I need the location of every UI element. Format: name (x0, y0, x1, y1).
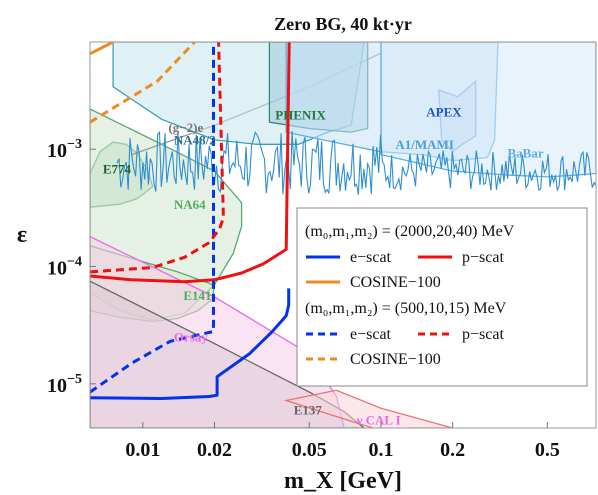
curve-cosine-100-dashed (90, 42, 196, 124)
label-a1-mami: A1/MAMI (395, 137, 454, 152)
x-axis-ticks: 0.01 0.02 0.05 0.1 0.2 0.5 (125, 422, 560, 461)
label-phenix: PHENIX (275, 107, 326, 122)
babar-noise-line (116, 130, 596, 195)
curve-e-scat-dashed (90, 42, 215, 394)
curve-cosine-100-solid (90, 42, 114, 56)
curve-p-scat-solid (90, 42, 291, 284)
y-axis-ticks: 10−5 10−4 10−3 (47, 137, 96, 397)
region-labels: E774 NA48/2(g−2)e PHENIX APEX A1/MAMI BaBar NA… (103, 105, 544, 428)
legend: (m₀,m₁,m₂) = (2000,20,40) MeV e−scat p−sca… (296, 207, 588, 387)
constraint-regions (90, 42, 596, 428)
x-tick-label: 0.02 (197, 439, 232, 461)
label-na48-2: NA48/2 (174, 132, 216, 147)
chart-title: Zero BG, 40 kt·yr (274, 14, 412, 34)
legend-entry-label: e−scat (350, 326, 392, 343)
x-axis-label: m_X [GeV] (284, 468, 402, 494)
x-tick-label: 0.1 (368, 439, 393, 461)
x-tick-label: 0.05 (292, 439, 327, 461)
legend-group-header: (m₀,m₁,m₂) = (500,10,15) MeV (305, 300, 507, 317)
legend-group-header: (m₀,m₁,m₂) = (2000,20,40) MeV (305, 223, 515, 240)
x-tick-label: 0.5 (535, 439, 560, 461)
y-tick-label: 10−5 (47, 372, 82, 397)
label-na64: NA64 (174, 197, 206, 212)
label-orsay: Orsay (174, 329, 208, 344)
legend-entry-label: COSINE−100 (350, 351, 441, 368)
plot-frame (89, 41, 597, 429)
region-cal-i (283, 389, 453, 428)
label-e774: E774 (103, 162, 132, 177)
x-tick-label: 0.01 (125, 439, 160, 461)
legend-entry-label: COSINE−100 (350, 274, 441, 291)
projection-curves (90, 42, 291, 400)
legend-entry-label: p−scat (462, 249, 504, 266)
y-tick-label: 10−3 (47, 137, 82, 162)
label-cal-i: ν CAL I (356, 413, 401, 428)
x-tick-label: 0.2 (440, 439, 465, 461)
legend-entry-label: p−scat (462, 326, 504, 343)
label-babar: BaBar (508, 146, 544, 161)
babar-noise-curve (116, 130, 596, 195)
label-e141: E141 (183, 288, 211, 303)
legend-box (296, 207, 588, 387)
legend-entry-label: e−scat (350, 249, 392, 266)
region-babar (380, 42, 596, 178)
y-axis-label: ε (17, 222, 27, 248)
label-g-2-e: (g−2)e (168, 120, 203, 135)
curve-e-scat-solid (90, 288, 291, 400)
y-tick-label: 10−4 (47, 255, 82, 280)
label-apex: APEX (426, 105, 462, 120)
label-e137: E137 (294, 402, 323, 417)
